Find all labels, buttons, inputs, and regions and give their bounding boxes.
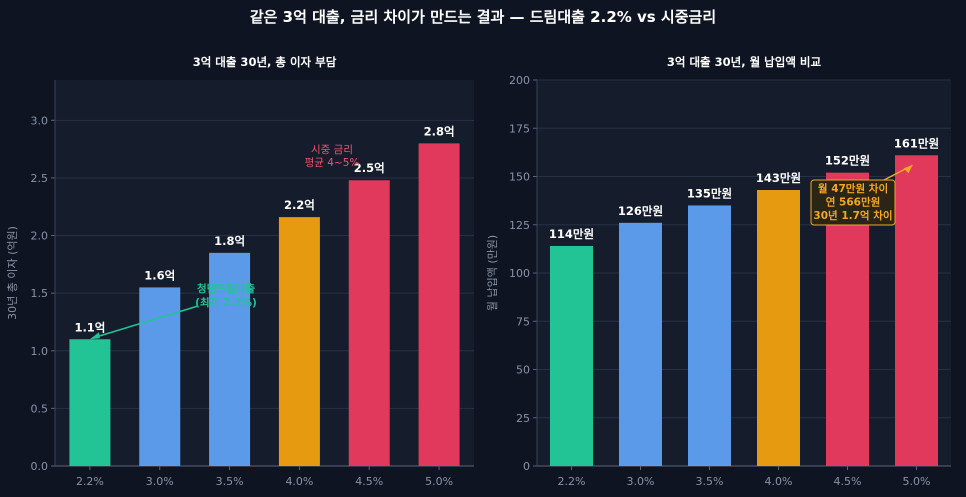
bar-value-label: 1.1억: [74, 320, 105, 334]
bar: [69, 339, 111, 466]
y-tick-label: 175: [509, 122, 530, 135]
bar: [757, 190, 800, 466]
y-tick-label: 2.5: [31, 172, 49, 185]
bar: [348, 180, 390, 466]
bar-value-label: 2.5억: [354, 161, 385, 175]
annotation-text: 연 566만원: [826, 196, 881, 209]
x-tick-label: 3.5%: [696, 475, 724, 488]
y-tick-label: 0: [523, 460, 530, 473]
chart-monthly-payment: 3억 대출 30년, 월 납입액 비교 0 25 50 75 100 125 150 175 20…: [486, 55, 951, 488]
y-tick-label: 3.0: [31, 114, 49, 127]
y-axis-label: 월 납입액 (만원): [486, 235, 499, 311]
annotation-text: (최저 2.2%): [195, 296, 257, 309]
x-tick-label: 4.5%: [834, 475, 862, 488]
bar: [209, 252, 251, 466]
y-tick-label: 150: [509, 171, 530, 184]
x-tick-label: 4.0%: [765, 475, 793, 488]
x-tick-label: 3.0%: [146, 475, 174, 488]
x-tick-label: 4.5%: [355, 475, 383, 488]
y-tick-label: 2.0: [31, 230, 49, 243]
annotation-box: [810, 179, 896, 226]
x-tick-label: 2.2%: [76, 475, 104, 488]
bar-value-label: 143만원: [756, 171, 801, 185]
y-tick-label: 50: [516, 364, 530, 377]
bar: [688, 205, 731, 466]
x-tick-label: 4.0%: [285, 475, 313, 488]
bar-value-label: 135만원: [687, 186, 732, 200]
bar: [619, 222, 662, 466]
x-tick-label: 3.0%: [627, 475, 655, 488]
x-tick-label: 5.0%: [425, 475, 453, 488]
y-tick-label: 0.5: [31, 402, 49, 415]
bar: [895, 155, 938, 466]
chart-total-interest: 3억 대출 30년, 총 이자 부담 0.0 0.5 1.0 1.5 2.0 2.5 3.0 3…: [6, 55, 474, 488]
bar-value-label: 161만원: [894, 136, 939, 150]
plot-area: [55, 80, 474, 466]
annotation-text: 월 47만원 차이: [818, 182, 888, 195]
bar-value-label: 1.6억: [144, 268, 175, 282]
y-tick-label: 1.0: [31, 345, 49, 358]
y-axis-label: 30년 총 이자 (억원): [6, 226, 19, 320]
y-tick-label: 1.5: [31, 287, 49, 300]
annotation-arrowhead: [903, 165, 913, 174]
bar-value-label: 126만원: [618, 204, 663, 218]
y-tick-label: 125: [509, 219, 530, 232]
bar: [550, 245, 593, 466]
bar-value-label: 1.8억: [214, 234, 245, 248]
y-tick-label: 25: [516, 412, 530, 425]
annotation-text: 평균 4~5%: [305, 157, 360, 169]
y-tick-label: 200: [509, 74, 530, 87]
y-tick-label: 75: [516, 315, 530, 328]
x-tick-label: 5.0%: [903, 475, 931, 488]
x-tick-label: 2.2%: [558, 475, 586, 488]
y-tick-label: 100: [509, 267, 530, 280]
y-tick-label: 0.0: [31, 460, 49, 473]
bar-value-label: 152만원: [825, 154, 870, 168]
bar: [278, 217, 320, 466]
bar-value-label: 2.2억: [284, 198, 315, 212]
bar: [418, 143, 460, 466]
x-tick-label: 3.5%: [216, 475, 244, 488]
annotation-text: 30년 1.7억 차이: [813, 209, 892, 222]
bar-value-label: 2.8억: [424, 124, 455, 138]
annotation-text: 시중 금리: [311, 144, 353, 156]
annotation-arrow: [91, 305, 199, 340]
bar: [139, 287, 181, 466]
chart-title: 3억 대출 30년, 월 납입액 비교: [667, 55, 822, 69]
bar-value-label: 114만원: [549, 227, 594, 241]
annotation-arrowhead: [89, 332, 100, 340]
annotation-text: 청년드림대출: [197, 282, 255, 295]
figure-title: 같은 3억 대출, 금리 차이가 만드는 결과 — 드림대출 2.2% vs 시…: [250, 8, 716, 26]
chart-title: 3억 대출 30년, 총 이자 부담: [193, 55, 337, 69]
